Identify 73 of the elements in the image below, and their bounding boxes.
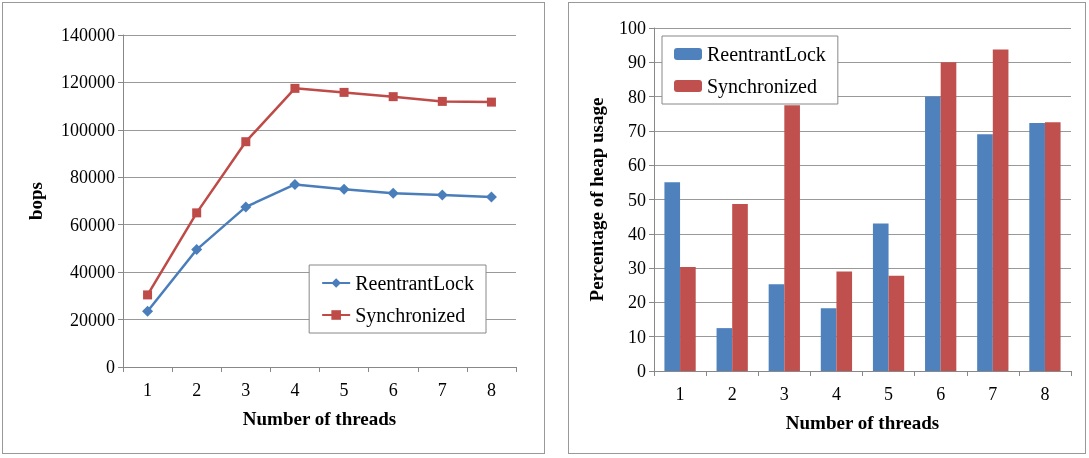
- point: [143, 290, 153, 300]
- bar: [836, 271, 853, 371]
- y-tick-label: 0: [637, 361, 646, 381]
- x-tick-label: 7: [988, 384, 998, 404]
- point: [338, 183, 350, 195]
- point: [192, 208, 202, 218]
- y-tick-label: 90: [628, 52, 646, 73]
- x-tick-label: 6: [388, 380, 398, 400]
- x-tick-label: 8: [1040, 384, 1050, 404]
- x-tick-label: 3: [241, 380, 251, 400]
- bar: [820, 308, 837, 371]
- bar: [872, 223, 889, 371]
- y-tick-label: 80000: [70, 167, 115, 188]
- legend-label: ReentrantLock: [707, 43, 826, 65]
- x-tick-label: 1: [675, 384, 685, 404]
- y-tick-label: 100: [619, 18, 646, 38]
- point: [339, 87, 349, 97]
- y-tick-label: 20: [628, 292, 646, 313]
- x-tick-label: 5: [339, 380, 349, 400]
- x-tick-label: 2: [192, 380, 202, 400]
- bar: [940, 62, 957, 371]
- point: [240, 201, 252, 213]
- y-axis-title: Percentage of heap usage: [586, 97, 607, 302]
- bar: [680, 267, 696, 371]
- y-tick-label: 20000: [70, 309, 115, 330]
- y-tick-label: 30: [628, 258, 646, 279]
- y-tick-label: 140000: [61, 25, 115, 45]
- point: [142, 305, 154, 317]
- point: [191, 244, 203, 256]
- point: [289, 178, 301, 190]
- x-tick-label: 7: [437, 380, 447, 400]
- bar: [992, 49, 1009, 371]
- bar: [1029, 123, 1045, 371]
- point: [486, 97, 496, 107]
- bar: [664, 182, 681, 371]
- y-tick-label: 40000: [70, 262, 115, 283]
- bar: [925, 96, 941, 371]
- bar: [888, 275, 905, 371]
- bar: [716, 328, 733, 371]
- x-tick-label: 8: [486, 380, 496, 400]
- y-axis-title: bops: [25, 181, 46, 221]
- point: [290, 83, 300, 93]
- y-tick-label: 60000: [70, 214, 115, 235]
- point: [387, 187, 399, 199]
- bar: [977, 134, 993, 371]
- bar: [732, 203, 748, 371]
- x-tick-label: 4: [290, 380, 300, 400]
- x-tick-label: 1: [143, 380, 153, 400]
- legend-label: Synchronized: [707, 75, 817, 98]
- bar: [784, 105, 800, 371]
- x-axis-title: Number of threads: [785, 412, 940, 433]
- y-tick-label: 10: [628, 326, 646, 347]
- y-tick-label: 120000: [61, 72, 115, 93]
- y-tick-label: 100000: [61, 119, 115, 140]
- bar: [768, 284, 785, 371]
- x-tick-label: 2: [727, 384, 737, 404]
- y-tick-label: 50: [628, 189, 646, 210]
- legend-label: ReentrantLock: [355, 272, 475, 294]
- point: [388, 92, 398, 102]
- y-tick-label: 60: [628, 155, 646, 176]
- legend-label: Synchronized: [355, 304, 466, 327]
- x-tick-label: 5: [884, 384, 894, 404]
- point: [437, 96, 447, 106]
- x-axis-title: Number of threads: [242, 408, 397, 429]
- y-tick-label: 70: [628, 120, 646, 141]
- x-tick-label: 3: [779, 384, 789, 404]
- x-tick-label: 6: [936, 384, 946, 404]
- y-tick-label: 80: [628, 86, 646, 107]
- y-tick-label: 40: [628, 223, 646, 244]
- x-tick-label: 4: [831, 384, 841, 404]
- y-tick-label: 0: [106, 357, 115, 377]
- point: [241, 137, 251, 147]
- bar: [1044, 122, 1061, 371]
